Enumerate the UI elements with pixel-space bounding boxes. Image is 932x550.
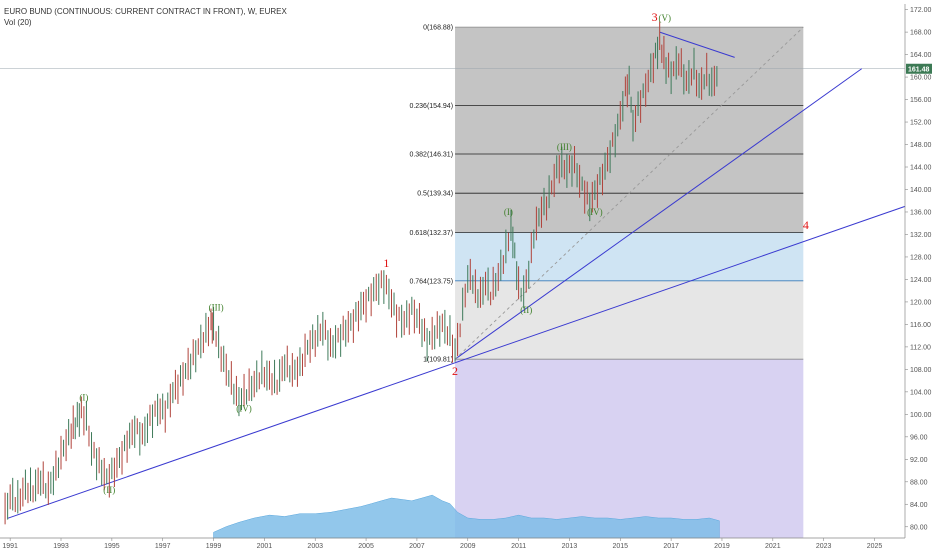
wave-label-minor: (IV): [587, 207, 603, 217]
x-tick-label: 2021: [765, 543, 781, 550]
x-tick-label: 2011: [511, 543, 526, 550]
x-tick-label: 2003: [307, 543, 323, 550]
wave-labels: 1 2 3 4 (V) (I) (II) (III) (IV) (I) (II) (III) (IV): [79, 10, 808, 495]
fib-zone-upper: [455, 27, 804, 233]
x-tick-label: 1991: [2, 543, 18, 550]
y-tick-label: 112.00: [910, 344, 931, 351]
axes: 80.00 84.00 88.00 92.00 96.00 100.00 104.00 108…: [0, 4, 932, 550]
y-tick-label: 128.00: [910, 254, 932, 261]
wave-label-major: 2: [452, 364, 458, 378]
volume-indicator-label[interactable]: Vol (20): [4, 18, 32, 27]
x-tick-label: 2019: [714, 543, 730, 550]
y-tick-label: 120.00: [910, 299, 932, 306]
y-tick-label: 132.00: [910, 232, 932, 239]
fib-level-label: 1(109.81): [423, 357, 453, 364]
y-tick-label: 104.00: [910, 389, 932, 396]
y-tick-label: 152.00: [910, 120, 932, 127]
fib-level-label: 0.764(123.75): [409, 278, 453, 285]
wave-label-minor: (IV): [236, 404, 252, 414]
y-tick-label: 80.00: [910, 524, 928, 531]
fib-level-label: 0.618(132.37): [409, 230, 453, 237]
y-tick-label: 124.00: [910, 277, 932, 284]
current-price-tag: [906, 63, 932, 74]
x-tick-label: 1999: [206, 543, 222, 550]
y-tick-label: 92.00: [910, 457, 928, 464]
y-tick-label: 96.00: [910, 434, 928, 441]
y-tick-label: 140.00: [910, 187, 932, 194]
fib-level-label: 0.5(139.34): [417, 191, 453, 198]
wave-label-minor: (II): [520, 305, 532, 315]
y-tick-label: 100.00: [910, 412, 932, 419]
wave-label-minor: (III): [209, 302, 224, 312]
y-tick-label: 84.00: [910, 502, 928, 509]
x-tick-label: 1995: [104, 543, 120, 550]
x-tick-label: 2023: [816, 543, 832, 550]
trendlines[interactable]: [7, 26, 906, 519]
x-tick-label: 2025: [867, 543, 883, 550]
y-tick-label: 144.00: [910, 165, 932, 172]
fib-zone-lower: [455, 280, 804, 360]
y-tick-label: 116.00: [910, 322, 931, 329]
current-price-label: 161.48: [908, 66, 930, 73]
x-tick-label: 2017: [663, 543, 679, 550]
price-series: [4, 21, 718, 525]
y-tick-label: 160.00: [910, 75, 932, 82]
x-tick-label: 2015: [612, 543, 628, 550]
trendline: [659, 31, 735, 58]
fib-diagonal-line: [454, 26, 804, 360]
volume-area: [213, 494, 720, 539]
wave-label-minor: (I): [79, 392, 88, 402]
fib-level-label: 0(168.88): [423, 25, 453, 32]
x-tick-label: 1993: [53, 543, 69, 550]
trendline: [454, 68, 863, 360]
fib-level-label: 0.236(154.94): [409, 103, 453, 110]
y-tick-label: 164.00: [910, 52, 932, 59]
x-tick-label: 1997: [155, 543, 171, 550]
wave-label-major: 1: [383, 256, 389, 270]
x-tick-label: 2005: [358, 543, 374, 550]
wave-label-minor: (II): [103, 485, 115, 495]
wave-label-major: 3: [652, 10, 658, 24]
y-tick-label: 148.00: [910, 142, 932, 149]
y-tick-label: 172.00: [910, 7, 932, 14]
wave-label-minor: (III): [557, 142, 572, 152]
y-tick-label: 108.00: [910, 367, 932, 374]
fib-level-label: 0.382(146.31): [409, 152, 453, 159]
symbol-title[interactable]: EURO BUND (CONTINUOUS: CURRENT CONTRACT …: [4, 7, 287, 16]
wave-label-major: 4: [803, 218, 809, 232]
volume-histogram: [213, 494, 720, 539]
y-tick-label: 156.00: [910, 97, 932, 104]
wave-label-minor: (I): [504, 207, 513, 217]
x-tick-label: 2013: [562, 543, 578, 550]
trendline: [7, 205, 906, 519]
fib-zone-bottom: [455, 359, 804, 538]
fibonacci-zones: [455, 27, 804, 538]
y-tick-label: 168.00: [910, 30, 932, 37]
wave-label-minor: (V): [659, 13, 672, 23]
chart-header: EURO BUND (CONTINUOUS: CURRENT CONTRACT …: [4, 6, 287, 28]
fib-zone-middle: [455, 232, 804, 281]
x-tick-label: 2007: [409, 543, 425, 550]
x-tick-label: 2001: [257, 543, 273, 550]
x-tick-label: 2009: [460, 543, 476, 550]
y-tick-label: 136.00: [910, 209, 932, 216]
y-tick-label: 88.00: [910, 479, 928, 486]
fibonacci-retracement[interactable]: 1(109.81) 0.764(123.75) 0.618(132.37) 0.5(1…: [409, 25, 804, 364]
